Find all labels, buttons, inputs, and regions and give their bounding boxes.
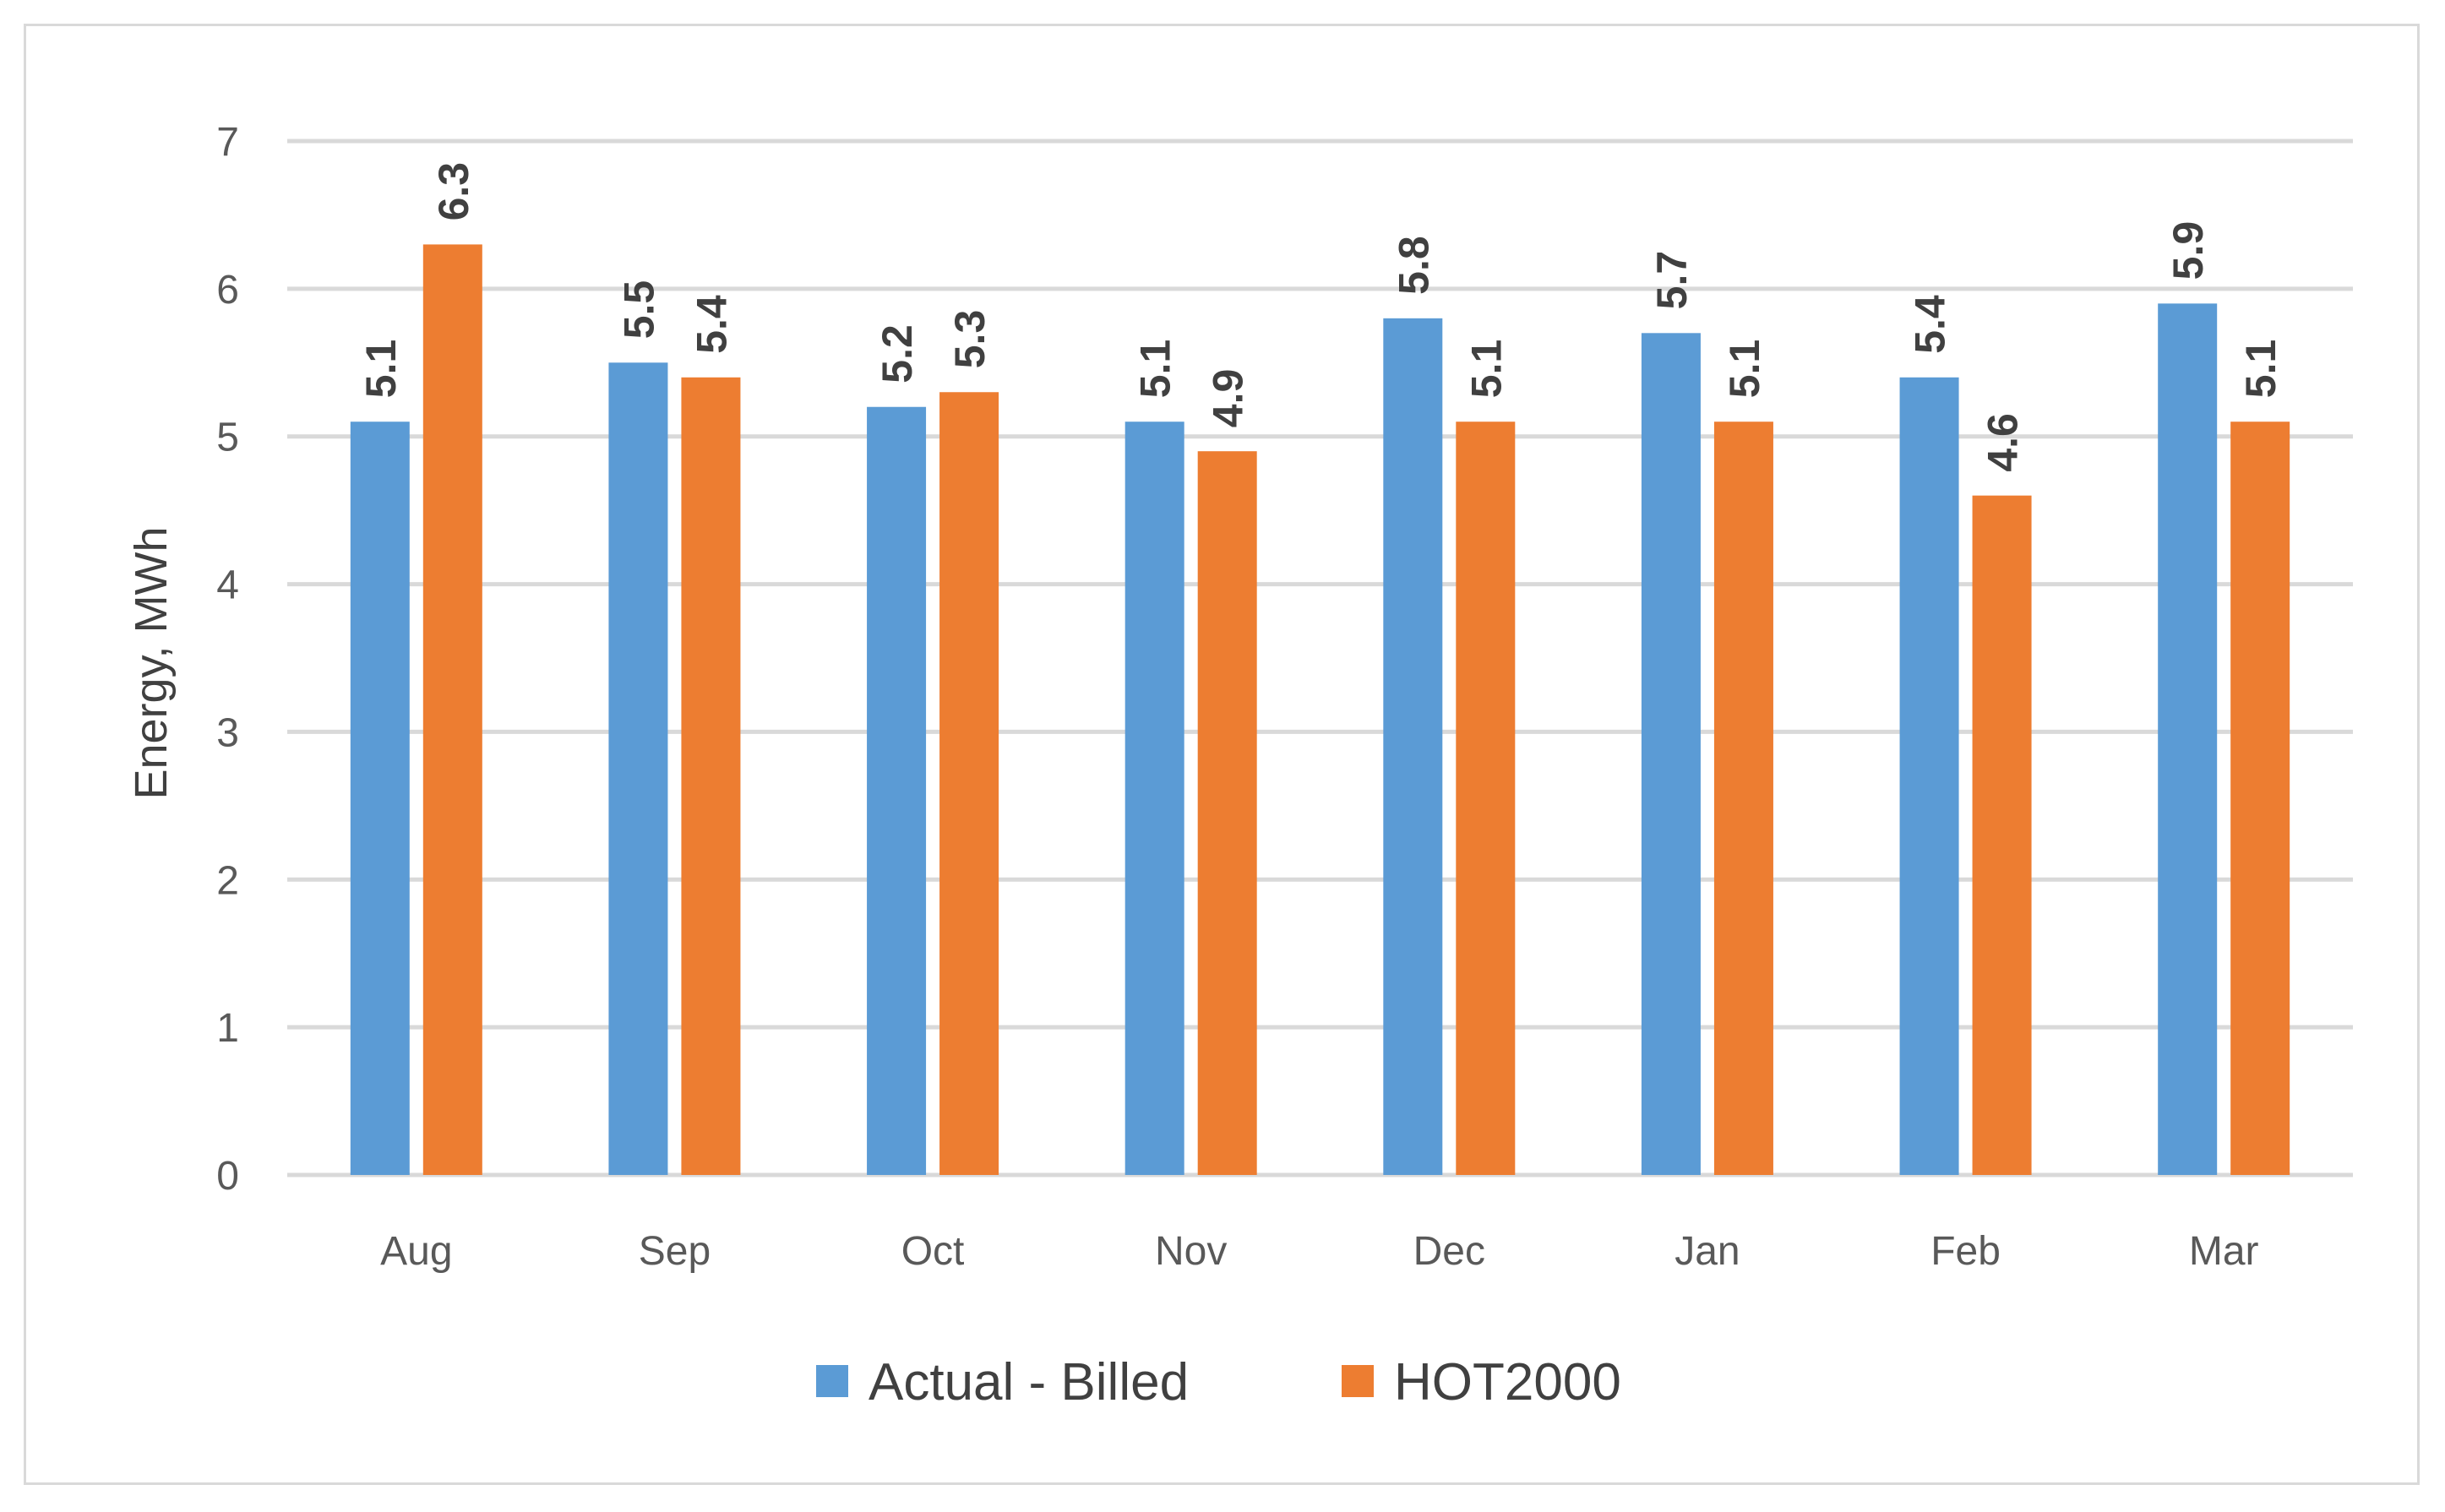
y-axis-label: Energy, MWh: [126, 526, 177, 799]
bar-actual-billed-oct: [867, 406, 927, 1175]
data-labels: 5.1 6.3 5.5 5.4 5.2 5.3 5.1 4.9 5.8 5.1 5.7 5.1 5.4 4…: [357, 162, 2284, 472]
data-label-hot2000-mar: 5.1: [2237, 340, 2284, 399]
data-label-actual-billed-sep: 5.5: [615, 280, 662, 340]
bar-hot2000-nov: [1197, 451, 1257, 1175]
data-label-hot2000-aug: 6.3: [430, 162, 477, 221]
y-tick-label-6: 6: [216, 268, 239, 313]
y-tick-label-2: 2: [216, 858, 239, 903]
data-label-actual-billed-aug: 5.1: [357, 340, 405, 399]
data-label-actual-billed-mar: 5.9: [2165, 221, 2212, 280]
data-label-hot2000-dec: 5.1: [1462, 340, 1510, 399]
x-axis-ticks: Aug Sep Oct Nov Dec Jan Feb Mar: [380, 1229, 2258, 1274]
data-label-hot2000-feb: 4.6: [1979, 413, 2027, 472]
bar-actual-billed-nov: [1124, 422, 1184, 1175]
data-label-actual-billed-feb: 5.4: [1907, 295, 1954, 354]
x-tick-label-nov: Nov: [1155, 1229, 1227, 1274]
x-tick-label-oct: Oct: [901, 1229, 965, 1274]
x-tick-label-mar: Mar: [2189, 1229, 2259, 1274]
bar-hot2000-oct: [939, 392, 999, 1175]
gridlines: [287, 139, 2353, 1178]
bar-actual-billed-dec: [1383, 318, 1443, 1175]
legend-label-hot2000: HOT2000: [1394, 1353, 1621, 1411]
legend-label-actual-billed: Actual - Billed: [869, 1353, 1189, 1411]
legend-swatch-hot2000: [1342, 1365, 1374, 1397]
bar-actual-billed-sep: [608, 362, 668, 1175]
data-label-hot2000-jan: 5.1: [1721, 340, 1768, 399]
y-tick-label-5: 5: [216, 416, 239, 460]
data-label-actual-billed-dec: 5.8: [1390, 236, 1437, 295]
bar-hot2000-mar: [2230, 422, 2290, 1175]
bars: [350, 244, 2290, 1175]
bar-hot2000-jan: [1713, 422, 1773, 1175]
y-tick-label-7: 7: [216, 120, 239, 165]
data-label-actual-billed-nov: 5.1: [1132, 340, 1179, 399]
y-axis-ticks: 0 1 2 3 4 5 6 7: [216, 120, 239, 1199]
y-tick-label-1: 1: [216, 1006, 239, 1051]
y-tick-label-3: 3: [216, 710, 239, 755]
data-label-actual-billed-jan: 5.7: [1648, 251, 1696, 310]
legend-swatch-actual-billed: [816, 1365, 848, 1397]
x-tick-label-jan: Jan: [1674, 1229, 1740, 1274]
x-tick-label-sep: Sep: [639, 1229, 711, 1274]
bar-hot2000-feb: [1972, 495, 2032, 1175]
bar-hot2000-aug: [422, 244, 482, 1175]
data-label-hot2000-sep: 5.4: [688, 295, 735, 354]
bar-hot2000-dec: [1456, 422, 1516, 1175]
x-tick-label-aug: Aug: [380, 1229, 452, 1274]
y-tick-label-4: 4: [216, 563, 239, 608]
data-label-hot2000-nov: 4.9: [1205, 369, 1252, 428]
bar-actual-billed-jan: [1641, 333, 1701, 1175]
data-label-actual-billed-oct: 5.2: [874, 324, 921, 383]
x-tick-label-dec: Dec: [1413, 1229, 1485, 1274]
bar-hot2000-sep: [681, 377, 741, 1175]
y-tick-label-0: 0: [216, 1154, 239, 1199]
bar-actual-billed-feb: [1899, 377, 1959, 1175]
legend: Actual - Billed HOT2000: [816, 1353, 1621, 1411]
bar-actual-billed-aug: [350, 422, 410, 1175]
x-tick-label-feb: Feb: [1930, 1229, 2001, 1274]
data-label-hot2000-oct: 5.3: [946, 310, 994, 369]
bar-actual-billed-mar: [2158, 303, 2218, 1175]
